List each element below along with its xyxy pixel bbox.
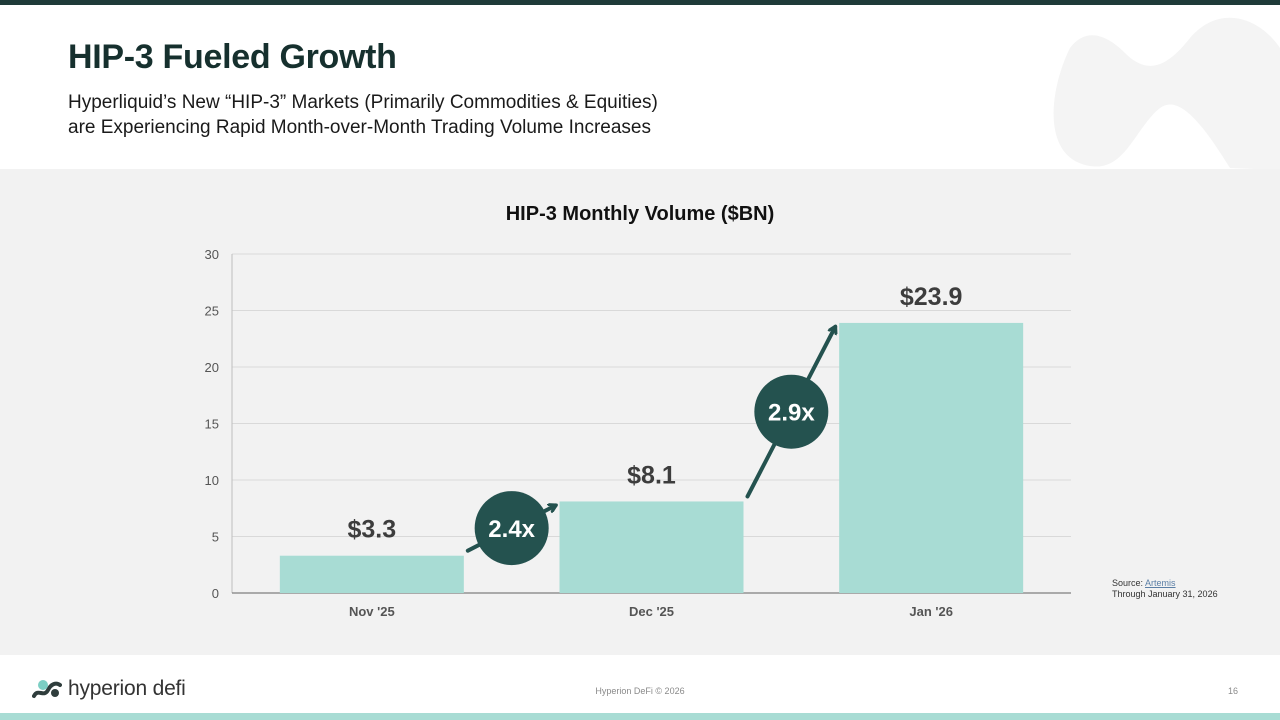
data-label-1: $8.1 bbox=[627, 461, 676, 489]
x-category-label-0: Nov '25 bbox=[349, 604, 395, 619]
page-number: 16 bbox=[1227, 686, 1238, 696]
subtitle-line-1: Hyperliquid’s New “HIP-3” Markets (Prima… bbox=[68, 92, 658, 113]
slide-subtitle: Hyperliquid’s New “HIP-3” Markets (Prima… bbox=[68, 90, 658, 140]
bar-1 bbox=[559, 501, 744, 593]
y-tick-label: 0 bbox=[212, 586, 219, 601]
bottom-accent-bar bbox=[0, 713, 1280, 720]
growth-badge-1 bbox=[754, 374, 829, 449]
logo-wordmark: hyperion defi bbox=[68, 677, 186, 700]
top-accent-bar bbox=[0, 0, 1280, 5]
y-tick-label: 10 bbox=[205, 473, 219, 488]
chart-title: HIP-3 Monthly Volume ($BN) bbox=[505, 203, 775, 225]
hyperion-logo: hyperion defi bbox=[32, 674, 186, 704]
x-category-label-2: Jan '26 bbox=[909, 604, 953, 619]
source-date-note: Through January 31, 2026 bbox=[1112, 589, 1218, 599]
source-prefix: Source: bbox=[1112, 578, 1146, 588]
y-tick-label: 30 bbox=[205, 247, 219, 262]
copyright-text: Hyperion DeFi © 2026 bbox=[595, 686, 685, 696]
bar-2 bbox=[839, 322, 1024, 593]
bar-0 bbox=[279, 555, 464, 593]
y-tick-label: 20 bbox=[205, 360, 219, 375]
y-tick-label: 5 bbox=[212, 530, 219, 545]
background-logo-watermark bbox=[1030, 8, 1280, 170]
data-label-2: $23.9 bbox=[900, 283, 963, 311]
subtitle-line-2: are Experiencing Rapid Month-over-Month … bbox=[68, 117, 651, 138]
data-label-0: $3.3 bbox=[347, 516, 396, 544]
growth-multiple-label-1: 2.9x bbox=[768, 400, 815, 427]
growth-multiple-label-0: 2.4x bbox=[488, 516, 535, 543]
y-tick-label: 15 bbox=[205, 417, 219, 432]
source-note: Source: Artemis Through January 31, 2026 bbox=[1112, 578, 1218, 600]
x-category-label-1: Dec '25 bbox=[629, 604, 674, 619]
source-link[interactable]: Artemis bbox=[1145, 578, 1176, 588]
hyperion-logo-icon bbox=[32, 680, 62, 698]
slide-title: HIP-3 Fueled Growth bbox=[68, 38, 397, 76]
growth-badge-0 bbox=[474, 491, 549, 566]
y-tick-label: 25 bbox=[205, 304, 219, 319]
